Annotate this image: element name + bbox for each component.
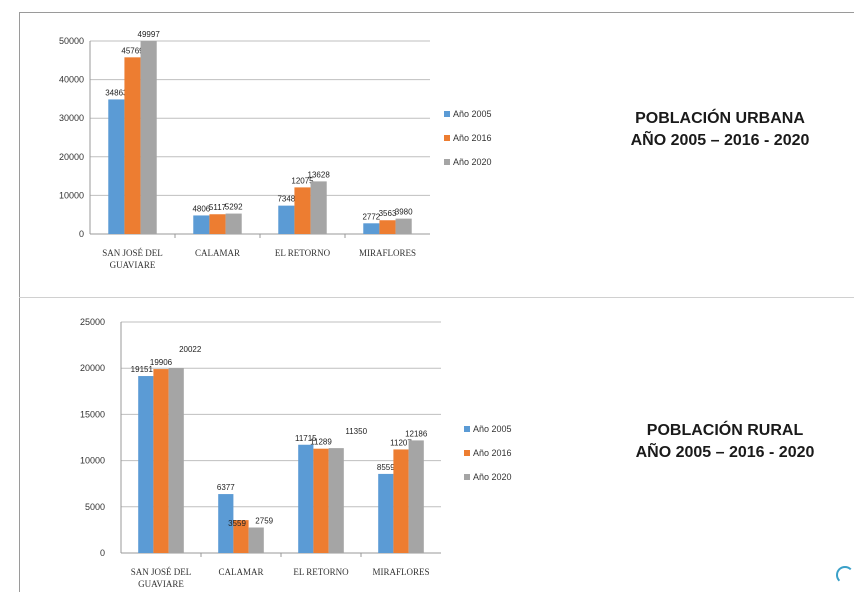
urban-heading-line2: AÑO 2005 – 2016 - 2020 bbox=[630, 132, 810, 149]
rural-bar bbox=[393, 449, 409, 553]
urban-legend-label: Año 2005 bbox=[453, 109, 492, 119]
rural-data-label: 11289 bbox=[310, 438, 332, 447]
rural-ytick-label: 10000 bbox=[80, 456, 105, 466]
urban-data-label: 2772 bbox=[362, 212, 380, 221]
urban-category-label: SAN JOSÉ DEL bbox=[102, 248, 163, 258]
urban-data-label: 49997 bbox=[138, 30, 161, 39]
rural-category-label: EL RETORNO bbox=[293, 567, 349, 577]
rural-category-label: SAN JOSÉ DEL bbox=[131, 567, 192, 577]
urban-bar bbox=[310, 181, 327, 234]
urban-legend-swatch bbox=[444, 159, 450, 165]
urban-bar bbox=[124, 57, 141, 234]
rural-legend-label: Año 2005 bbox=[473, 424, 512, 434]
rural-data-label: 3559 bbox=[228, 519, 246, 528]
urban-ytick-label: 0 bbox=[79, 229, 84, 239]
urban-data-label: 12075 bbox=[291, 176, 314, 185]
rural-data-label: 19151 bbox=[131, 365, 154, 374]
rural-data-label: 19906 bbox=[150, 358, 173, 367]
rural-ytick-label: 20000 bbox=[80, 363, 105, 373]
urban-data-label: 45769 bbox=[121, 46, 144, 55]
rural-legend-swatch bbox=[464, 426, 470, 432]
rural-data-label: 11715 bbox=[295, 434, 317, 443]
rural-legend-swatch bbox=[464, 450, 470, 456]
rural-bar bbox=[328, 448, 344, 553]
rural-data-label: 12186 bbox=[405, 429, 428, 438]
urban-legend-swatch bbox=[444, 111, 450, 117]
rural-bar bbox=[408, 440, 424, 553]
rural-data-label: 20022 bbox=[179, 345, 202, 354]
urban-bar bbox=[193, 215, 210, 234]
rural-legend-swatch bbox=[464, 474, 470, 480]
urban-heading: POBLACIÓN URBANA AÑO 2005 – 2016 - 2020 bbox=[590, 108, 850, 152]
urban-data-label: 3980 bbox=[395, 208, 413, 217]
corner-logo-icon bbox=[836, 566, 854, 584]
rural-category-label: GUAVIARE bbox=[138, 579, 184, 589]
urban-bar bbox=[108, 99, 125, 234]
urban-ytick-label: 40000 bbox=[59, 75, 84, 85]
urban-category-label: CALAMAR bbox=[195, 248, 240, 258]
rural-bar bbox=[168, 367, 184, 553]
rural-data-label: 11207 bbox=[390, 438, 412, 447]
rural-bar bbox=[313, 448, 329, 553]
urban-data-label: 34863 bbox=[105, 88, 128, 97]
urban-category-label: MIRAFLORES bbox=[359, 248, 416, 258]
rural-heading: POBLACIÓN RURAL AÑO 2005 – 2016 - 2020 bbox=[595, 420, 854, 464]
rural-heading-line1: POBLACIÓN RURAL bbox=[646, 422, 804, 439]
urban-bar bbox=[225, 213, 242, 234]
urban-legend-label: Año 2020 bbox=[453, 157, 492, 167]
rural-ytick-label: 5000 bbox=[85, 502, 105, 512]
urban-data-label: 3563 bbox=[379, 209, 397, 218]
rural-bar bbox=[153, 369, 169, 553]
rural-data-label: 8559 bbox=[377, 463, 395, 472]
rural-data-label: 6377 bbox=[217, 483, 235, 492]
urban-bar bbox=[363, 223, 380, 234]
frame-divider bbox=[19, 297, 854, 298]
rural-legend-label: Año 2020 bbox=[473, 472, 512, 482]
urban-ytick-label: 20000 bbox=[59, 152, 84, 162]
urban-data-label: 7348 bbox=[277, 195, 295, 204]
urban-bar bbox=[209, 214, 226, 234]
urban-legend-label: Año 2016 bbox=[453, 133, 492, 143]
urban-bar bbox=[379, 220, 396, 234]
urban-ytick-label: 30000 bbox=[59, 113, 84, 123]
frame-top-border bbox=[19, 12, 854, 13]
urban-heading-line1: POBLACIÓN URBANA bbox=[635, 110, 805, 127]
rural-data-label: 2759 bbox=[255, 517, 273, 526]
rural-ytick-label: 15000 bbox=[80, 409, 105, 419]
urban-data-label: 5292 bbox=[225, 203, 243, 212]
rural-bar bbox=[248, 527, 264, 553]
rural-ytick-label: 25000 bbox=[80, 317, 105, 327]
rural-data-label: 11350 bbox=[345, 427, 367, 436]
urban-category-label: GUAVIARE bbox=[110, 260, 156, 270]
urban-data-label: 13628 bbox=[308, 170, 331, 179]
rural-category-label: CALAMAR bbox=[218, 567, 263, 577]
rural-bar bbox=[378, 473, 394, 553]
rural-bar bbox=[138, 376, 154, 553]
urban-data-label: 4806 bbox=[192, 204, 210, 213]
urban-ytick-label: 50000 bbox=[59, 36, 84, 46]
rural-heading-line2: AÑO 2005 – 2016 - 2020 bbox=[635, 444, 815, 461]
rural-bar bbox=[233, 520, 249, 553]
rural-category-label: MIRAFLORES bbox=[372, 567, 429, 577]
urban-ytick-label: 10000 bbox=[59, 190, 84, 200]
urban-bar bbox=[395, 218, 412, 234]
rural-bar bbox=[218, 494, 234, 553]
rural-ytick-label: 0 bbox=[100, 548, 105, 558]
urban-bar bbox=[278, 205, 295, 234]
urban-category-label: EL RETORNO bbox=[275, 248, 331, 258]
frame-left-border bbox=[19, 12, 20, 592]
urban-bar bbox=[140, 41, 157, 234]
urban-bar bbox=[294, 187, 311, 234]
rural-bar bbox=[298, 444, 314, 553]
urban-data-label: 5117 bbox=[209, 203, 227, 212]
urban-legend-swatch bbox=[444, 135, 450, 141]
rural-legend-label: Año 2016 bbox=[473, 448, 512, 458]
